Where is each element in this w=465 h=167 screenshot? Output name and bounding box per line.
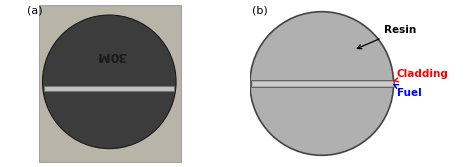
Text: Fuel: Fuel: [394, 85, 422, 98]
Circle shape: [42, 15, 176, 149]
Text: (a): (a): [27, 5, 43, 15]
Bar: [251, 80, 393, 87]
Circle shape: [250, 12, 393, 155]
Text: Cladding: Cladding: [394, 69, 449, 82]
Text: 30M: 30M: [96, 49, 126, 62]
Bar: [44, 86, 174, 91]
Text: (b): (b): [252, 5, 267, 15]
Text: Resin: Resin: [357, 25, 416, 49]
Bar: [252, 81, 393, 86]
FancyBboxPatch shape: [39, 5, 181, 162]
